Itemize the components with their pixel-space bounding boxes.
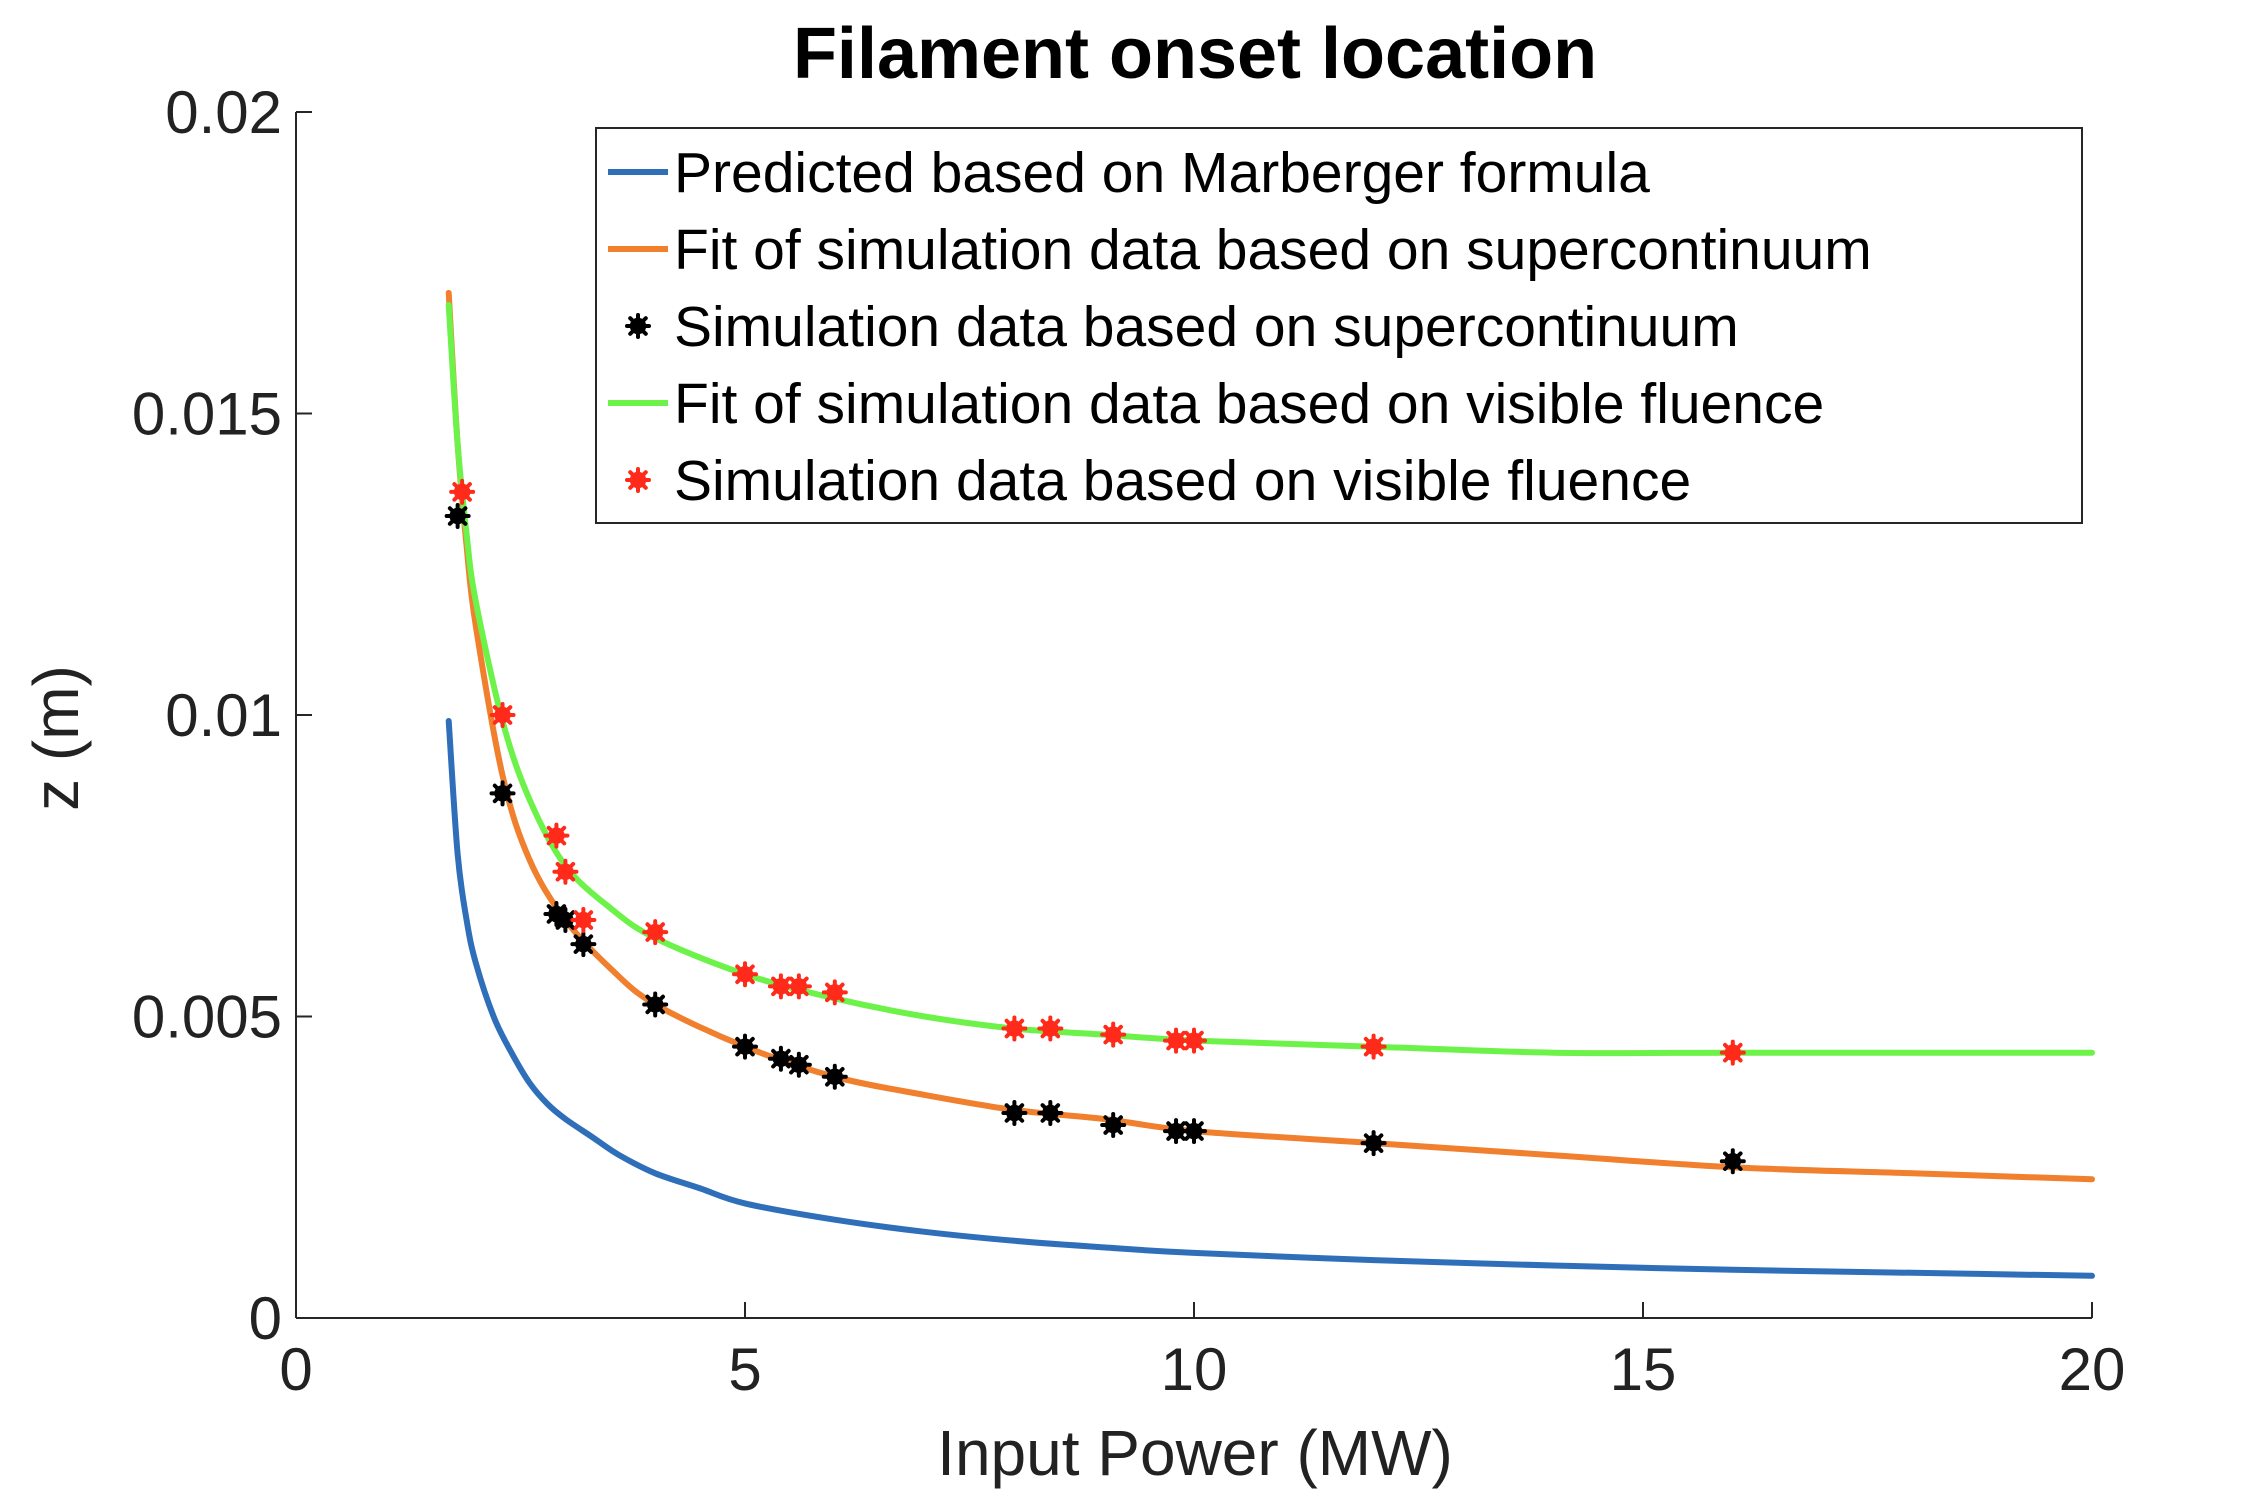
series-line-2 xyxy=(445,302,2095,1057)
data-point-1-ray xyxy=(1166,1030,1186,1051)
x-tick-label: 15 xyxy=(1610,1336,1677,1403)
data-point-1-ray xyxy=(555,862,576,882)
data-point-1 xyxy=(1360,1033,1387,1060)
data-point-0-ray xyxy=(555,910,576,930)
data-point-0 xyxy=(1163,1118,1190,1145)
y-tick-label: 0 xyxy=(249,1285,282,1352)
data-point-1 xyxy=(785,973,812,1000)
data-point-1-ray xyxy=(825,982,845,1003)
data-point-0-ray xyxy=(1363,1133,1384,1153)
data-point-1-ray xyxy=(735,964,755,985)
legend-label: Fit of simulation data based on supercon… xyxy=(674,218,1872,282)
data-point-1-ray xyxy=(573,910,594,930)
data-point-0-ray xyxy=(1184,1121,1204,1141)
legend-swatch-marker-ray xyxy=(628,470,648,490)
data-point-0 xyxy=(552,907,579,934)
data-point-1-ray xyxy=(771,976,791,997)
data-point-0-ray xyxy=(1103,1115,1123,1135)
data-point-1-ray xyxy=(546,825,567,846)
data-point-1 xyxy=(642,919,669,946)
data-point-0-ray xyxy=(1723,1151,1743,1171)
x-tick-label: 5 xyxy=(728,1336,761,1403)
data-point-1-ray xyxy=(452,482,472,502)
y-tick-label: 0.02 xyxy=(165,79,282,146)
data-point-1 xyxy=(732,961,758,988)
y-tick-label: 0.015 xyxy=(132,381,282,448)
data-point-1 xyxy=(1719,1039,1746,1066)
data-point-1-ray xyxy=(1004,1018,1025,1039)
data-point-1 xyxy=(821,979,848,1006)
data-point-0-ray xyxy=(735,1036,755,1057)
x-tick-label: 20 xyxy=(2059,1336,2126,1403)
data-point-1-ray xyxy=(1363,1036,1384,1057)
data-point-0-ray xyxy=(771,1048,791,1069)
legend-label: Fit of simulation data based on visible … xyxy=(674,372,1824,436)
data-point-0-ray xyxy=(447,506,468,526)
legend-label: Simulation data based on supercontinuum xyxy=(674,295,1739,359)
data-point-0 xyxy=(444,503,471,530)
data-point-0-ray xyxy=(825,1067,845,1087)
x-axis-label: Input Power (MW) xyxy=(937,1417,1453,1489)
data-point-1-ray xyxy=(492,705,513,725)
y-tick-label: 0.01 xyxy=(165,682,282,749)
data-point-0-ray xyxy=(546,904,567,924)
data-point-1-ray xyxy=(645,922,665,942)
data-point-1 xyxy=(449,478,476,505)
legend-swatch-marker xyxy=(625,313,651,339)
data-point-1 xyxy=(543,822,570,849)
data-point-0 xyxy=(732,1033,758,1060)
data-point-0 xyxy=(821,1063,848,1090)
data-point-1-ray xyxy=(1103,1024,1123,1045)
data-point-1-ray xyxy=(1184,1030,1204,1051)
data-point-0-ray xyxy=(492,783,513,804)
data-point-1-ray xyxy=(1040,1018,1061,1039)
x-tick-label: 0 xyxy=(279,1336,312,1403)
data-point-1 xyxy=(570,907,597,934)
legend-label: Predicted based on Marberger formula xyxy=(674,141,1650,205)
data-point-0-ray xyxy=(573,934,594,954)
y-axis-label: z (m) xyxy=(20,665,92,811)
data-point-0 xyxy=(570,931,597,958)
series-line-1 xyxy=(445,289,2095,1183)
data-point-1-ray xyxy=(1723,1042,1743,1063)
data-point-0 xyxy=(1001,1099,1028,1126)
data-point-0 xyxy=(785,1051,812,1078)
data-point-1-ray xyxy=(789,976,809,997)
plot-area: 0 5 10 15 20 0 0.005 0.01 0.015 0.02 xyxy=(132,79,2126,1403)
data-point-0-ray xyxy=(1166,1121,1186,1141)
data-point-0-ray xyxy=(1004,1103,1025,1123)
data-point-0 xyxy=(1181,1118,1207,1145)
legend-label: Simulation data based on visible fluence xyxy=(674,449,1691,513)
legend-box xyxy=(595,127,2083,524)
data-point-0 xyxy=(642,991,669,1018)
data-point-1 xyxy=(489,702,516,728)
legend: Predicted based on Marberger formula Fit … xyxy=(595,127,2083,524)
x-tick-label: 10 xyxy=(1161,1336,1228,1403)
data-point-0 xyxy=(1100,1112,1127,1139)
data-point-0-ray xyxy=(789,1054,809,1075)
series-line-0 xyxy=(445,718,2095,1279)
data-point-1 xyxy=(1181,1027,1207,1054)
chart-title: Filament onset location xyxy=(793,14,1597,94)
data-point-0 xyxy=(1719,1148,1746,1175)
data-point-0 xyxy=(1360,1130,1387,1157)
data-point-0-ray xyxy=(645,994,665,1015)
data-point-1 xyxy=(1100,1021,1127,1048)
y-tick-label: 0.005 xyxy=(132,984,282,1051)
data-point-0 xyxy=(1037,1099,1064,1126)
legend-swatch-marker xyxy=(625,467,651,493)
legend-swatch-marker-ray xyxy=(628,316,648,336)
data-point-1 xyxy=(552,858,579,885)
data-point-0 xyxy=(489,780,516,807)
data-point-1 xyxy=(1037,1015,1064,1042)
data-point-1 xyxy=(1001,1015,1028,1042)
data-point-0 xyxy=(767,1045,794,1072)
data-point-0-ray xyxy=(1040,1103,1061,1123)
